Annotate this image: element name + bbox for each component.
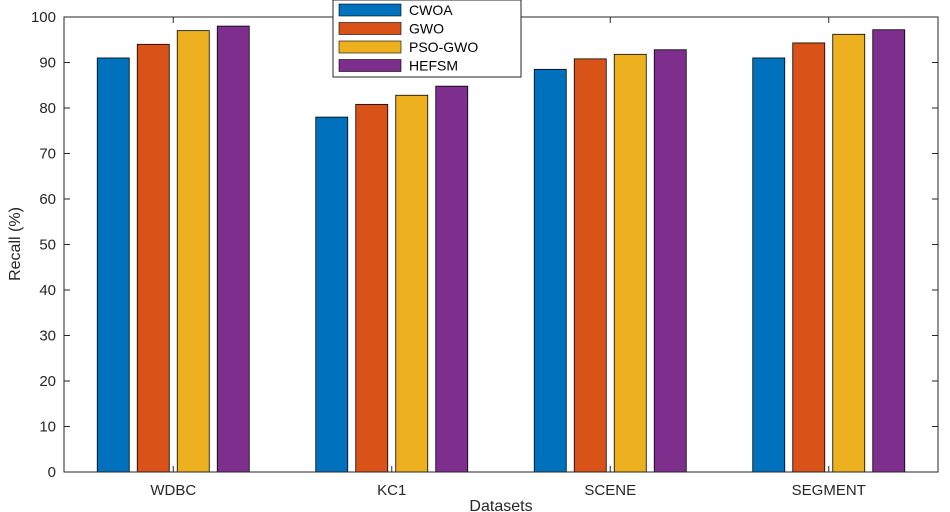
legend-swatch-pso-gwo: [338, 40, 402, 54]
y-tick-label: 10: [39, 419, 56, 436]
legend-swatch-gwo: [338, 22, 402, 35]
y-tick-label: 60: [39, 191, 56, 208]
bar-cwoa-kc1: [315, 116, 349, 473]
x-tick-label: KC1: [377, 482, 406, 499]
bar-cwoa-scene: [533, 68, 567, 473]
y-tick-label: 40: [39, 282, 56, 299]
legend-label-pso-gwo: PSO-GWO: [409, 39, 478, 55]
y-tick-label: 80: [39, 100, 56, 117]
y-tick-label: 0: [48, 464, 56, 481]
y-tick-label: 100: [31, 9, 56, 26]
x-axis-ticks: WDBC KC1 SCENE SEGMENT: [150, 17, 866, 499]
bar-pso-gwo-kc1: [395, 94, 429, 473]
y-axis-title: Recall (%): [7, 207, 24, 281]
bar-cwoa-segment: [752, 57, 786, 473]
bar-hefsm-wdbc: [216, 25, 250, 473]
bar-gwo-kc1: [355, 103, 389, 473]
legend-label-cwoa: CWOA: [409, 2, 453, 18]
bar-hefsm-segment: [872, 29, 906, 473]
y-tick-label: 90: [39, 55, 56, 72]
bar-pso-gwo-scene: [613, 53, 647, 473]
bar-hefsm-scene: [653, 49, 687, 473]
x-axis-title: Datasets: [469, 498, 532, 512]
legend-label-hefsm: HEFSM: [409, 58, 458, 74]
y-axis-ticks: 0 10 20 30 40 50 60 70 80 90 100: [31, 9, 938, 481]
y-tick-label: 50: [39, 237, 56, 254]
x-tick-label: SEGMENT: [792, 482, 866, 499]
bar-pso-gwo-wdbc: [176, 30, 210, 473]
bar-gwo-wdbc: [136, 43, 170, 473]
bar-gwo-scene: [573, 58, 607, 473]
plot-area: [64, 17, 938, 472]
x-tick-label: SCENE: [584, 482, 636, 499]
bar-cwoa-wdbc: [96, 57, 130, 473]
y-tick-label: 70: [39, 146, 56, 163]
legend-swatch-hefsm: [338, 59, 402, 72]
y-tick-label: 20: [39, 373, 56, 390]
bar-gwo-segment: [792, 42, 826, 473]
bar-pso-gwo-segment: [832, 33, 866, 473]
bar-marks: [96, 25, 906, 473]
legend-swatch-cwoa: [338, 3, 402, 17]
legend: CWOA GWO PSO-GWO HEFSM: [332, 0, 522, 78]
bar-hefsm-kc1: [435, 85, 469, 473]
y-tick-label: 30: [39, 328, 56, 345]
legend-label-gwo: GWO: [409, 21, 444, 37]
x-tick-label: WDBC: [150, 482, 196, 499]
